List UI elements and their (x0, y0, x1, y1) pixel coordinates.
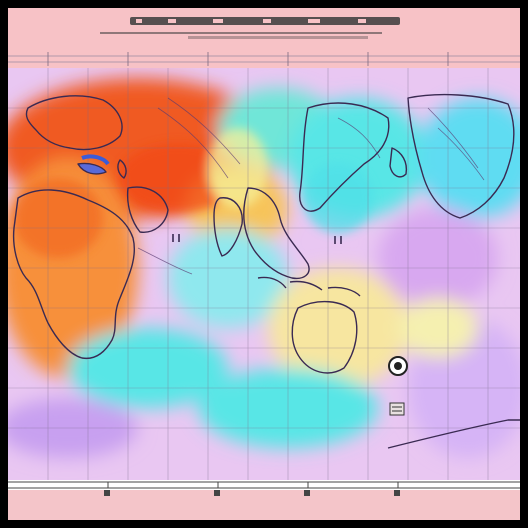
indonesia-islands (257, 276, 361, 297)
title-strip (8, 8, 520, 48)
world-map[interactable] (8, 68, 520, 480)
arabia-outline (126, 186, 169, 233)
japan-outline (389, 147, 408, 178)
caspian-sea (117, 159, 127, 179)
antarctica-edge (387, 419, 520, 449)
southeast-asia-outline (243, 187, 310, 280)
tick-mark (334, 236, 336, 244)
black-sea (77, 162, 107, 175)
north-america-outline (407, 93, 515, 219)
tick-mark (178, 234, 180, 242)
square-marker[interactable] (389, 402, 405, 416)
bottom-scale-strip (8, 480, 520, 520)
africa-outline (12, 189, 135, 360)
upper-ruler (8, 52, 520, 66)
title-scribble (100, 17, 400, 39)
contour-lines (137, 97, 485, 275)
east-asia-outline (299, 102, 390, 212)
tick-mark (340, 236, 342, 244)
water-accent (81, 154, 110, 166)
europe-outline (25, 95, 123, 151)
temperature-map-svg (8, 68, 520, 480)
india-outline (213, 197, 243, 257)
map-frame (8, 8, 520, 520)
scale-bar (8, 480, 520, 496)
graticule (8, 68, 520, 480)
tick-mark (172, 234, 174, 242)
circle-marker[interactable] (388, 356, 408, 376)
australia-outline (291, 301, 358, 374)
